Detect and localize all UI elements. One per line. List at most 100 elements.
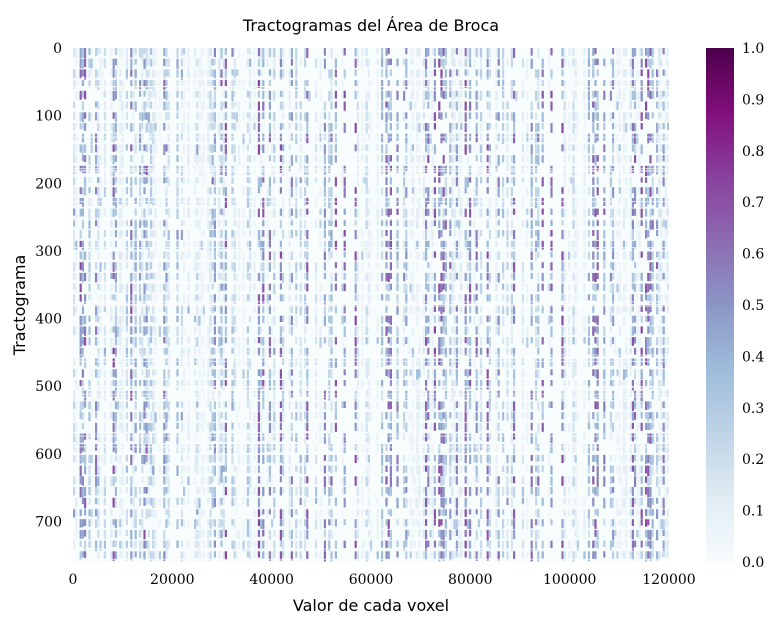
heatmap-cell: [176, 315, 179, 322]
heatmap-cell: [361, 551, 364, 559]
heatmap-cell: [334, 101, 337, 109]
heatmap-cell: [290, 69, 293, 78]
heatmap-cell: [466, 529, 469, 540]
heatmap-cell: [455, 551, 458, 558]
heatmap-cell: [466, 123, 469, 132]
heatmap-cell: [365, 219, 368, 229]
heatmap-cell: [152, 133, 155, 145]
heatmap-cell: [502, 294, 505, 301]
heatmap-cell: [246, 422, 249, 430]
heatmap-cell: [165, 433, 168, 441]
heatmap-cell: [429, 380, 432, 387]
heatmap-cell: [167, 465, 170, 473]
heatmap-cell: [444, 165, 447, 174]
heatmap-cell: [112, 540, 115, 548]
heatmap-cell: [152, 283, 155, 293]
heatmap-cell: [475, 465, 478, 476]
heatmap-cell: [119, 48, 122, 59]
heatmap-cell: [526, 90, 529, 101]
heatmap-cell: [306, 487, 309, 498]
heatmap-cell: [414, 294, 417, 301]
heatmap-cell: [513, 208, 516, 215]
heatmap-cell: [433, 347, 436, 357]
heatmap-cell: [455, 476, 458, 485]
heatmap-cell: [290, 272, 293, 284]
heatmap-cell: [209, 58, 212, 70]
heatmap-cell: [121, 305, 124, 315]
heatmap-cell: [304, 337, 307, 344]
heatmap-cell: [130, 144, 133, 152]
heatmap-cell: [341, 487, 344, 498]
heatmap-cell: [145, 294, 148, 301]
heatmap-cell: [530, 294, 533, 305]
heatmap-cell: [73, 508, 76, 518]
heatmap-cell: [207, 380, 210, 387]
heatmap-cell: [207, 390, 210, 402]
heatmap-cell: [125, 454, 128, 462]
heatmap-cell: [389, 176, 392, 185]
heatmap-cell: [134, 48, 137, 55]
heatmap-cell: [497, 551, 500, 561]
heatmap-cell: [209, 476, 212, 484]
heatmap-cell: [396, 123, 399, 131]
heatmap-cell: [268, 369, 271, 380]
heatmap-cell: [75, 305, 78, 312]
heatmap-cell: [112, 433, 115, 444]
heatmap-cell: [145, 433, 148, 444]
heatmap-cell: [449, 187, 452, 194]
heatmap-cell: [376, 251, 379, 259]
heatmap-cell: [257, 326, 260, 335]
heatmap-cell: [444, 315, 447, 326]
heatmap-cell: [187, 80, 190, 91]
heatmap-cell: [235, 230, 238, 237]
heatmap-cell: [513, 176, 516, 186]
heatmap-cell: [145, 48, 148, 59]
heatmap-cell: [343, 165, 346, 173]
heatmap-cell: [262, 390, 265, 402]
heatmap-cell: [444, 272, 447, 279]
heatmap-cell: [196, 412, 199, 421]
heatmap-cell: [112, 58, 115, 70]
heatmap-cell: [180, 508, 183, 518]
heatmap-cell: [141, 508, 144, 518]
heatmap-cell: [568, 240, 571, 250]
heatmap-cell: [381, 80, 384, 90]
heatmap-cell: [480, 144, 483, 154]
heatmap-cell: [130, 476, 133, 487]
heatmap-cell: [422, 487, 425, 494]
heatmap-cell: [407, 412, 410, 422]
heatmap-cell: [224, 155, 227, 162]
heatmap-cell: [249, 112, 252, 122]
heatmap-cell: [306, 283, 309, 292]
heatmap-cell: [198, 519, 201, 530]
heatmap-cell: [389, 90, 392, 102]
heatmap-cell: [119, 529, 122, 537]
heatmap-cell: [257, 551, 260, 558]
heatmap-cell: [187, 540, 190, 548]
heatmap-cell: [469, 272, 472, 284]
heatmap-cell: [235, 369, 238, 377]
heatmap-cell: [130, 508, 133, 518]
heatmap-cell: [176, 123, 179, 130]
heatmap-cell: [224, 48, 227, 55]
heatmap-cell: [418, 347, 421, 356]
heatmap-cell: [196, 444, 199, 454]
heatmap-cell: [187, 401, 190, 410]
heatmap-cell: [422, 219, 425, 227]
heatmap-cell: [152, 219, 155, 228]
heatmap-cell: [440, 326, 443, 334]
heatmap-cell: [488, 508, 491, 519]
heatmap-cell: [365, 123, 368, 134]
heatmap-cell: [81, 80, 84, 87]
heatmap-cell: [328, 165, 331, 173]
heatmap-cell: [506, 540, 509, 549]
heatmap-cell: [117, 519, 120, 528]
heatmap-cell: [319, 230, 322, 241]
heatmap-cell: [563, 294, 566, 304]
heatmap-cell: [381, 155, 384, 163]
heatmap-cell: [328, 133, 331, 143]
heatmap-cell: [273, 272, 276, 281]
heatmap-cell: [488, 294, 491, 302]
heatmap-cell: [425, 380, 428, 391]
heatmap-cell: [304, 315, 307, 325]
